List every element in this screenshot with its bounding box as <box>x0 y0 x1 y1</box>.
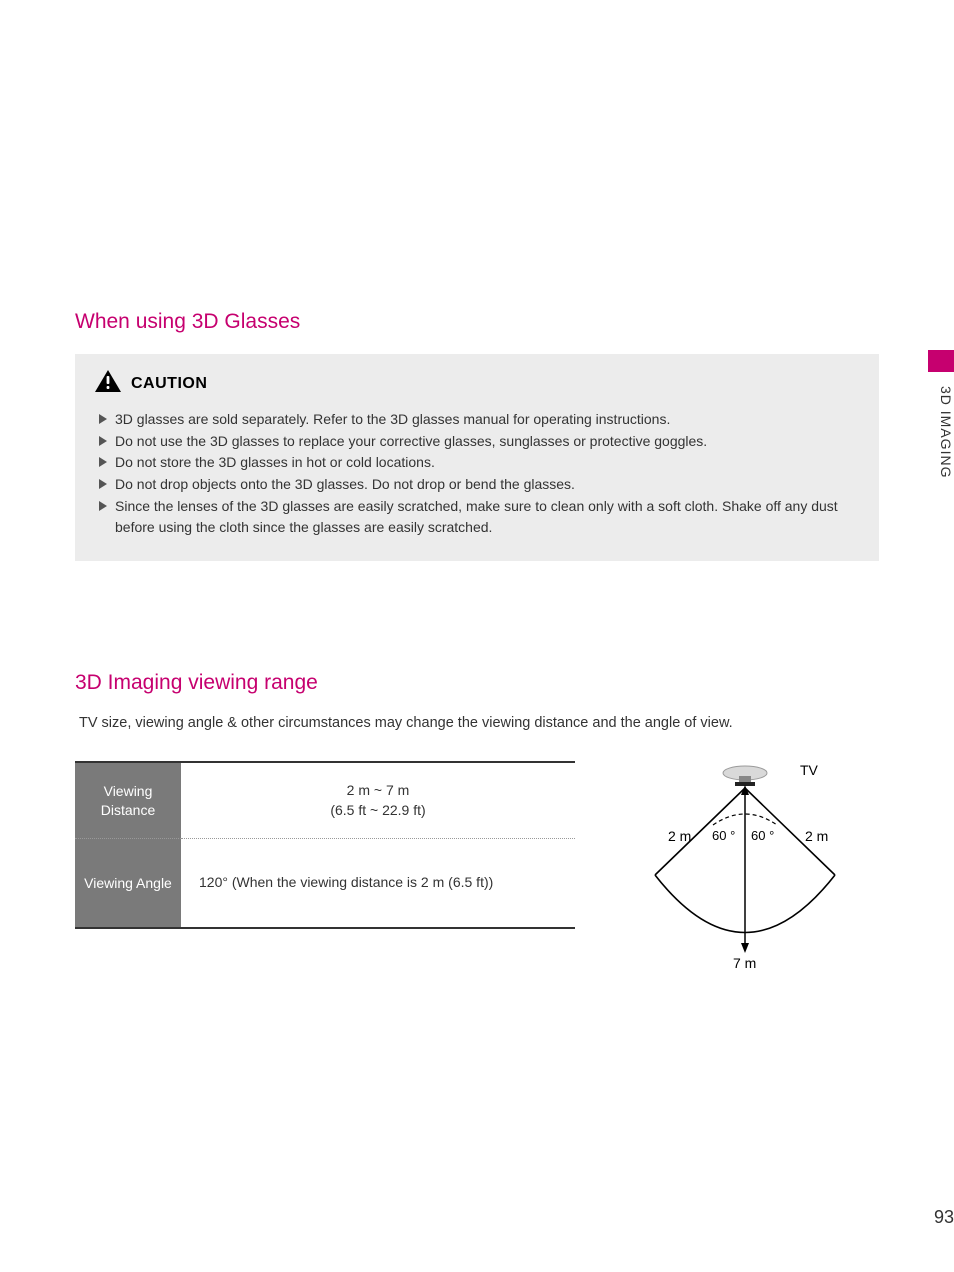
side-section-label: 3D IMAGING <box>938 386 954 478</box>
viewing-range-intro: TV size, viewing angle & other circumsta… <box>75 715 879 731</box>
diagram-left-angle: 60 ° <box>712 828 735 843</box>
heading-3d-glasses: When using 3D Glasses <box>75 310 879 334</box>
caution-icon <box>95 370 121 397</box>
caution-title: CAUTION <box>131 375 207 393</box>
diagram-tv-label: TV <box>800 762 819 778</box>
caution-list: 3D glasses are sold separately. Refer to… <box>95 409 859 539</box>
caution-item: Do not store the 3D glasses in hot or co… <box>99 452 859 474</box>
table-row-value: 120° (When the viewing distance is 2 m (… <box>181 839 575 928</box>
table-row-header: Viewing Distance <box>75 762 181 839</box>
caution-item: 3D glasses are sold separately. Refer to… <box>99 409 859 431</box>
caution-item: Do not drop objects onto the 3D glasses.… <box>99 474 859 496</box>
page-number: 93 <box>934 1207 954 1228</box>
diagram-left-dist: 2 m <box>668 828 691 844</box>
side-color-tab <box>928 350 954 372</box>
viewing-range-table: Viewing Distance 2 m ~ 7 m (6.5 ft ~ 22.… <box>75 761 575 929</box>
heading-viewing-range: 3D Imaging viewing range <box>75 671 879 695</box>
table-row-header: Viewing Angle <box>75 839 181 928</box>
caution-item: Since the lenses of the 3D glasses are e… <box>99 496 859 539</box>
caution-box: CAUTION 3D glasses are sold separately. … <box>75 354 879 561</box>
viewing-range-diagram: TV 2 m 2 m 60 ° <box>635 755 855 980</box>
diagram-right-angle: 60 ° <box>751 828 774 843</box>
table-row-value: 2 m ~ 7 m (6.5 ft ~ 22.9 ft) <box>181 762 575 839</box>
diagram-right-dist: 2 m <box>805 828 828 844</box>
caution-item: Do not use the 3D glasses to replace you… <box>99 431 859 453</box>
diagram-bottom-dist: 7 m <box>733 955 756 971</box>
